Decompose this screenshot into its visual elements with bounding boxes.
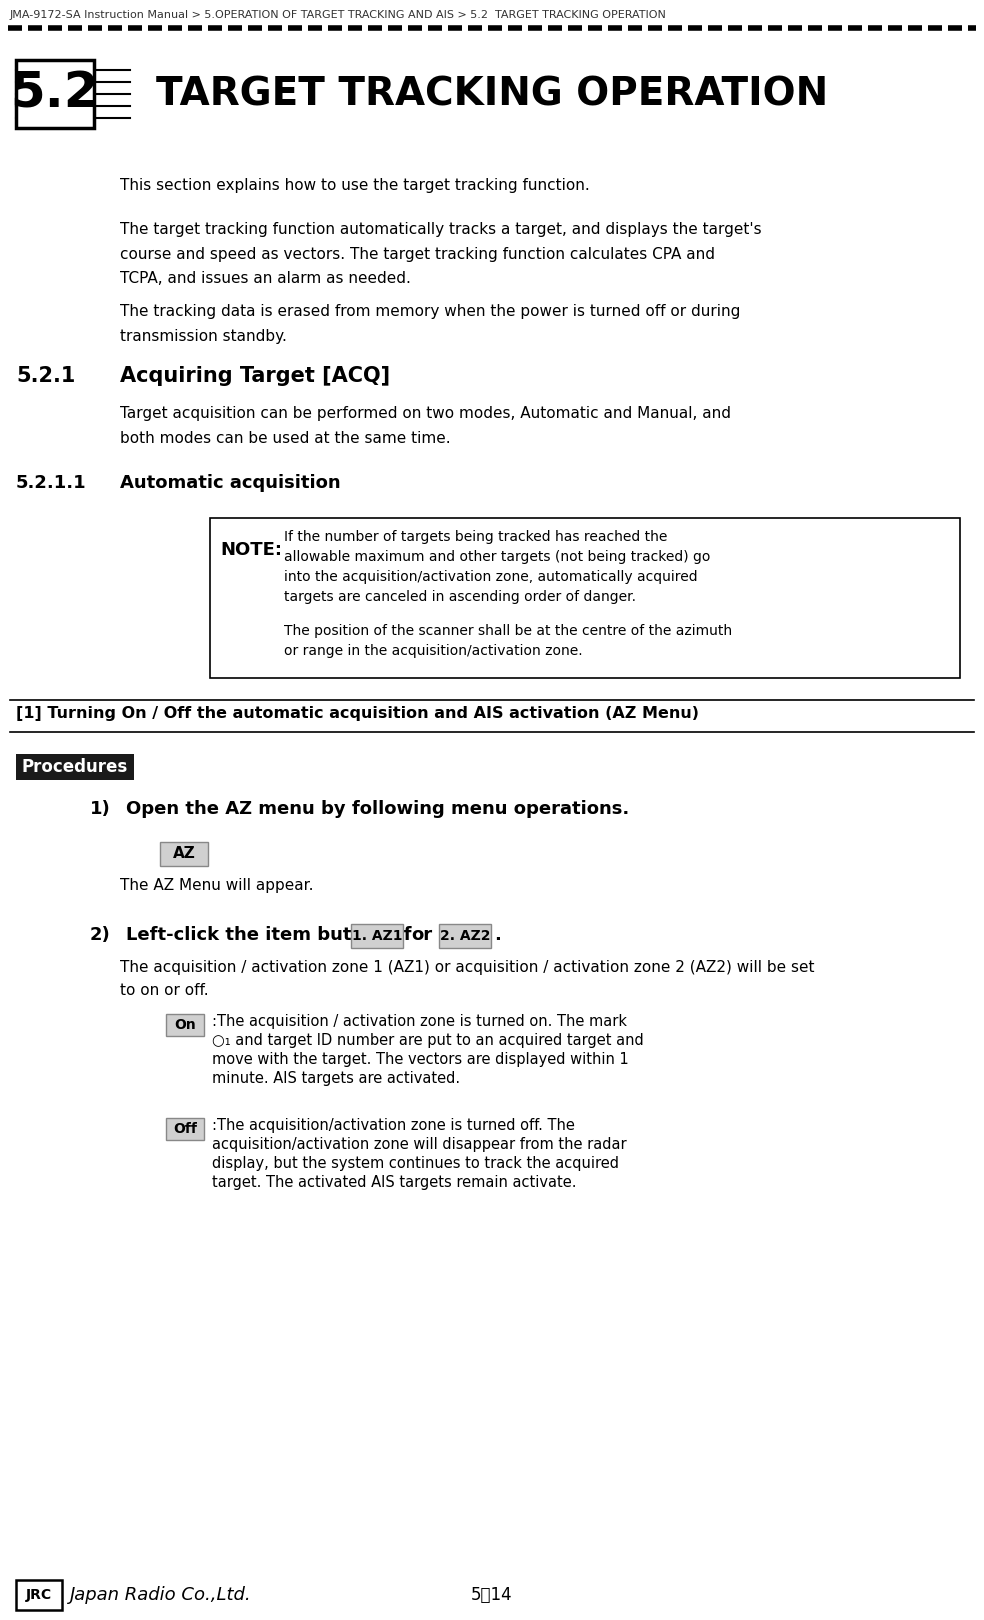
Text: The tracking data is erased from memory when the power is turned off or during
t: The tracking data is erased from memory … <box>120 305 740 343</box>
Text: into the acquisition/activation zone, automatically acquired: into the acquisition/activation zone, au… <box>284 570 698 583</box>
Text: :The acquisition / activation zone is turned on. The mark: :The acquisition / activation zone is tu… <box>212 1014 627 1029</box>
Text: [1] Turning On / Off the automatic acquisition and AIS activation (AZ Menu): [1] Turning On / Off the automatic acqui… <box>16 706 699 721</box>
Text: Target acquisition can be performed on two modes, Automatic and Manual, and
both: Target acquisition can be performed on t… <box>120 407 731 446</box>
Text: minute. AIS targets are activated.: minute. AIS targets are activated. <box>212 1071 461 1085</box>
Text: Left-click the item button of: Left-click the item button of <box>126 927 411 944</box>
Text: 5－14: 5－14 <box>471 1586 513 1604</box>
Bar <box>439 923 491 948</box>
Text: The target tracking function automatically tracks a target, and displays the tar: The target tracking function automatical… <box>120 222 762 287</box>
Text: 5.2.1.1: 5.2.1.1 <box>16 475 87 492</box>
Text: Acquiring Target [ACQ]: Acquiring Target [ACQ] <box>120 366 390 386</box>
Text: target. The activated AIS targets remain activate.: target. The activated AIS targets remain… <box>212 1174 577 1191</box>
Text: The AZ Menu will appear.: The AZ Menu will appear. <box>120 878 314 893</box>
Text: TARGET TRACKING OPERATION: TARGET TRACKING OPERATION <box>156 75 829 113</box>
Text: ○₁ and target ID number are put to an acquired target and: ○₁ and target ID number are put to an ac… <box>212 1034 644 1048</box>
Text: On: On <box>174 1017 196 1032</box>
Text: 1. AZ1: 1. AZ1 <box>351 928 402 943</box>
Text: This section explains how to use the target tracking function.: This section explains how to use the tar… <box>120 178 589 193</box>
Text: NOTE:: NOTE: <box>220 541 282 559</box>
Bar <box>16 753 134 779</box>
Text: targets are canceled in ascending order of danger.: targets are canceled in ascending order … <box>284 590 636 604</box>
Text: acquisition/activation zone will disappear from the radar: acquisition/activation zone will disappe… <box>212 1137 627 1152</box>
Text: 2. AZ2: 2. AZ2 <box>440 928 490 943</box>
Text: JMA-9172-SA Instruction Manual > 5.OPERATION OF TARGET TRACKING AND AIS > 5.2  T: JMA-9172-SA Instruction Manual > 5.OPERA… <box>10 10 667 19</box>
Bar <box>166 1118 204 1140</box>
Text: display, but the system continues to track the acquired: display, but the system continues to tra… <box>212 1157 619 1171</box>
Text: .: . <box>494 927 501 944</box>
Text: 5.2.1: 5.2.1 <box>16 366 76 386</box>
Text: Automatic acquisition: Automatic acquisition <box>120 475 340 492</box>
Text: allowable maximum and other targets (not being tracked) go: allowable maximum and other targets (not… <box>284 551 710 564</box>
Text: 2): 2) <box>90 927 111 944</box>
Text: or: or <box>411 927 432 944</box>
Bar <box>16 60 94 128</box>
Text: JRC: JRC <box>26 1588 52 1602</box>
Text: The acquisition / activation zone 1 (AZ1) or acquisition / activation zone 2 (AZ: The acquisition / activation zone 1 (AZ1… <box>120 961 815 998</box>
Bar <box>351 923 403 948</box>
Text: Procedures: Procedures <box>22 758 128 776</box>
Text: Open the AZ menu by following menu operations.: Open the AZ menu by following menu opera… <box>126 800 629 818</box>
Text: AZ: AZ <box>172 847 196 862</box>
Text: Japan Radio Co.,Ltd.: Japan Radio Co.,Ltd. <box>70 1586 252 1604</box>
Bar <box>210 518 960 679</box>
Bar <box>160 842 208 867</box>
Bar <box>16 1580 62 1610</box>
Text: or range in the acquisition/activation zone.: or range in the acquisition/activation z… <box>284 645 583 658</box>
Text: 5.2: 5.2 <box>11 70 99 118</box>
Bar <box>166 1014 204 1037</box>
Text: If the number of targets being tracked has reached the: If the number of targets being tracked h… <box>284 530 667 544</box>
Text: Off: Off <box>173 1123 197 1136</box>
Text: move with the target. The vectors are displayed within 1: move with the target. The vectors are di… <box>212 1051 629 1068</box>
Text: :The acquisition/activation zone is turned off. The: :The acquisition/activation zone is turn… <box>212 1118 575 1132</box>
Text: The position of the scanner shall be at the centre of the azimuth: The position of the scanner shall be at … <box>284 624 732 638</box>
Text: 1): 1) <box>90 800 111 818</box>
